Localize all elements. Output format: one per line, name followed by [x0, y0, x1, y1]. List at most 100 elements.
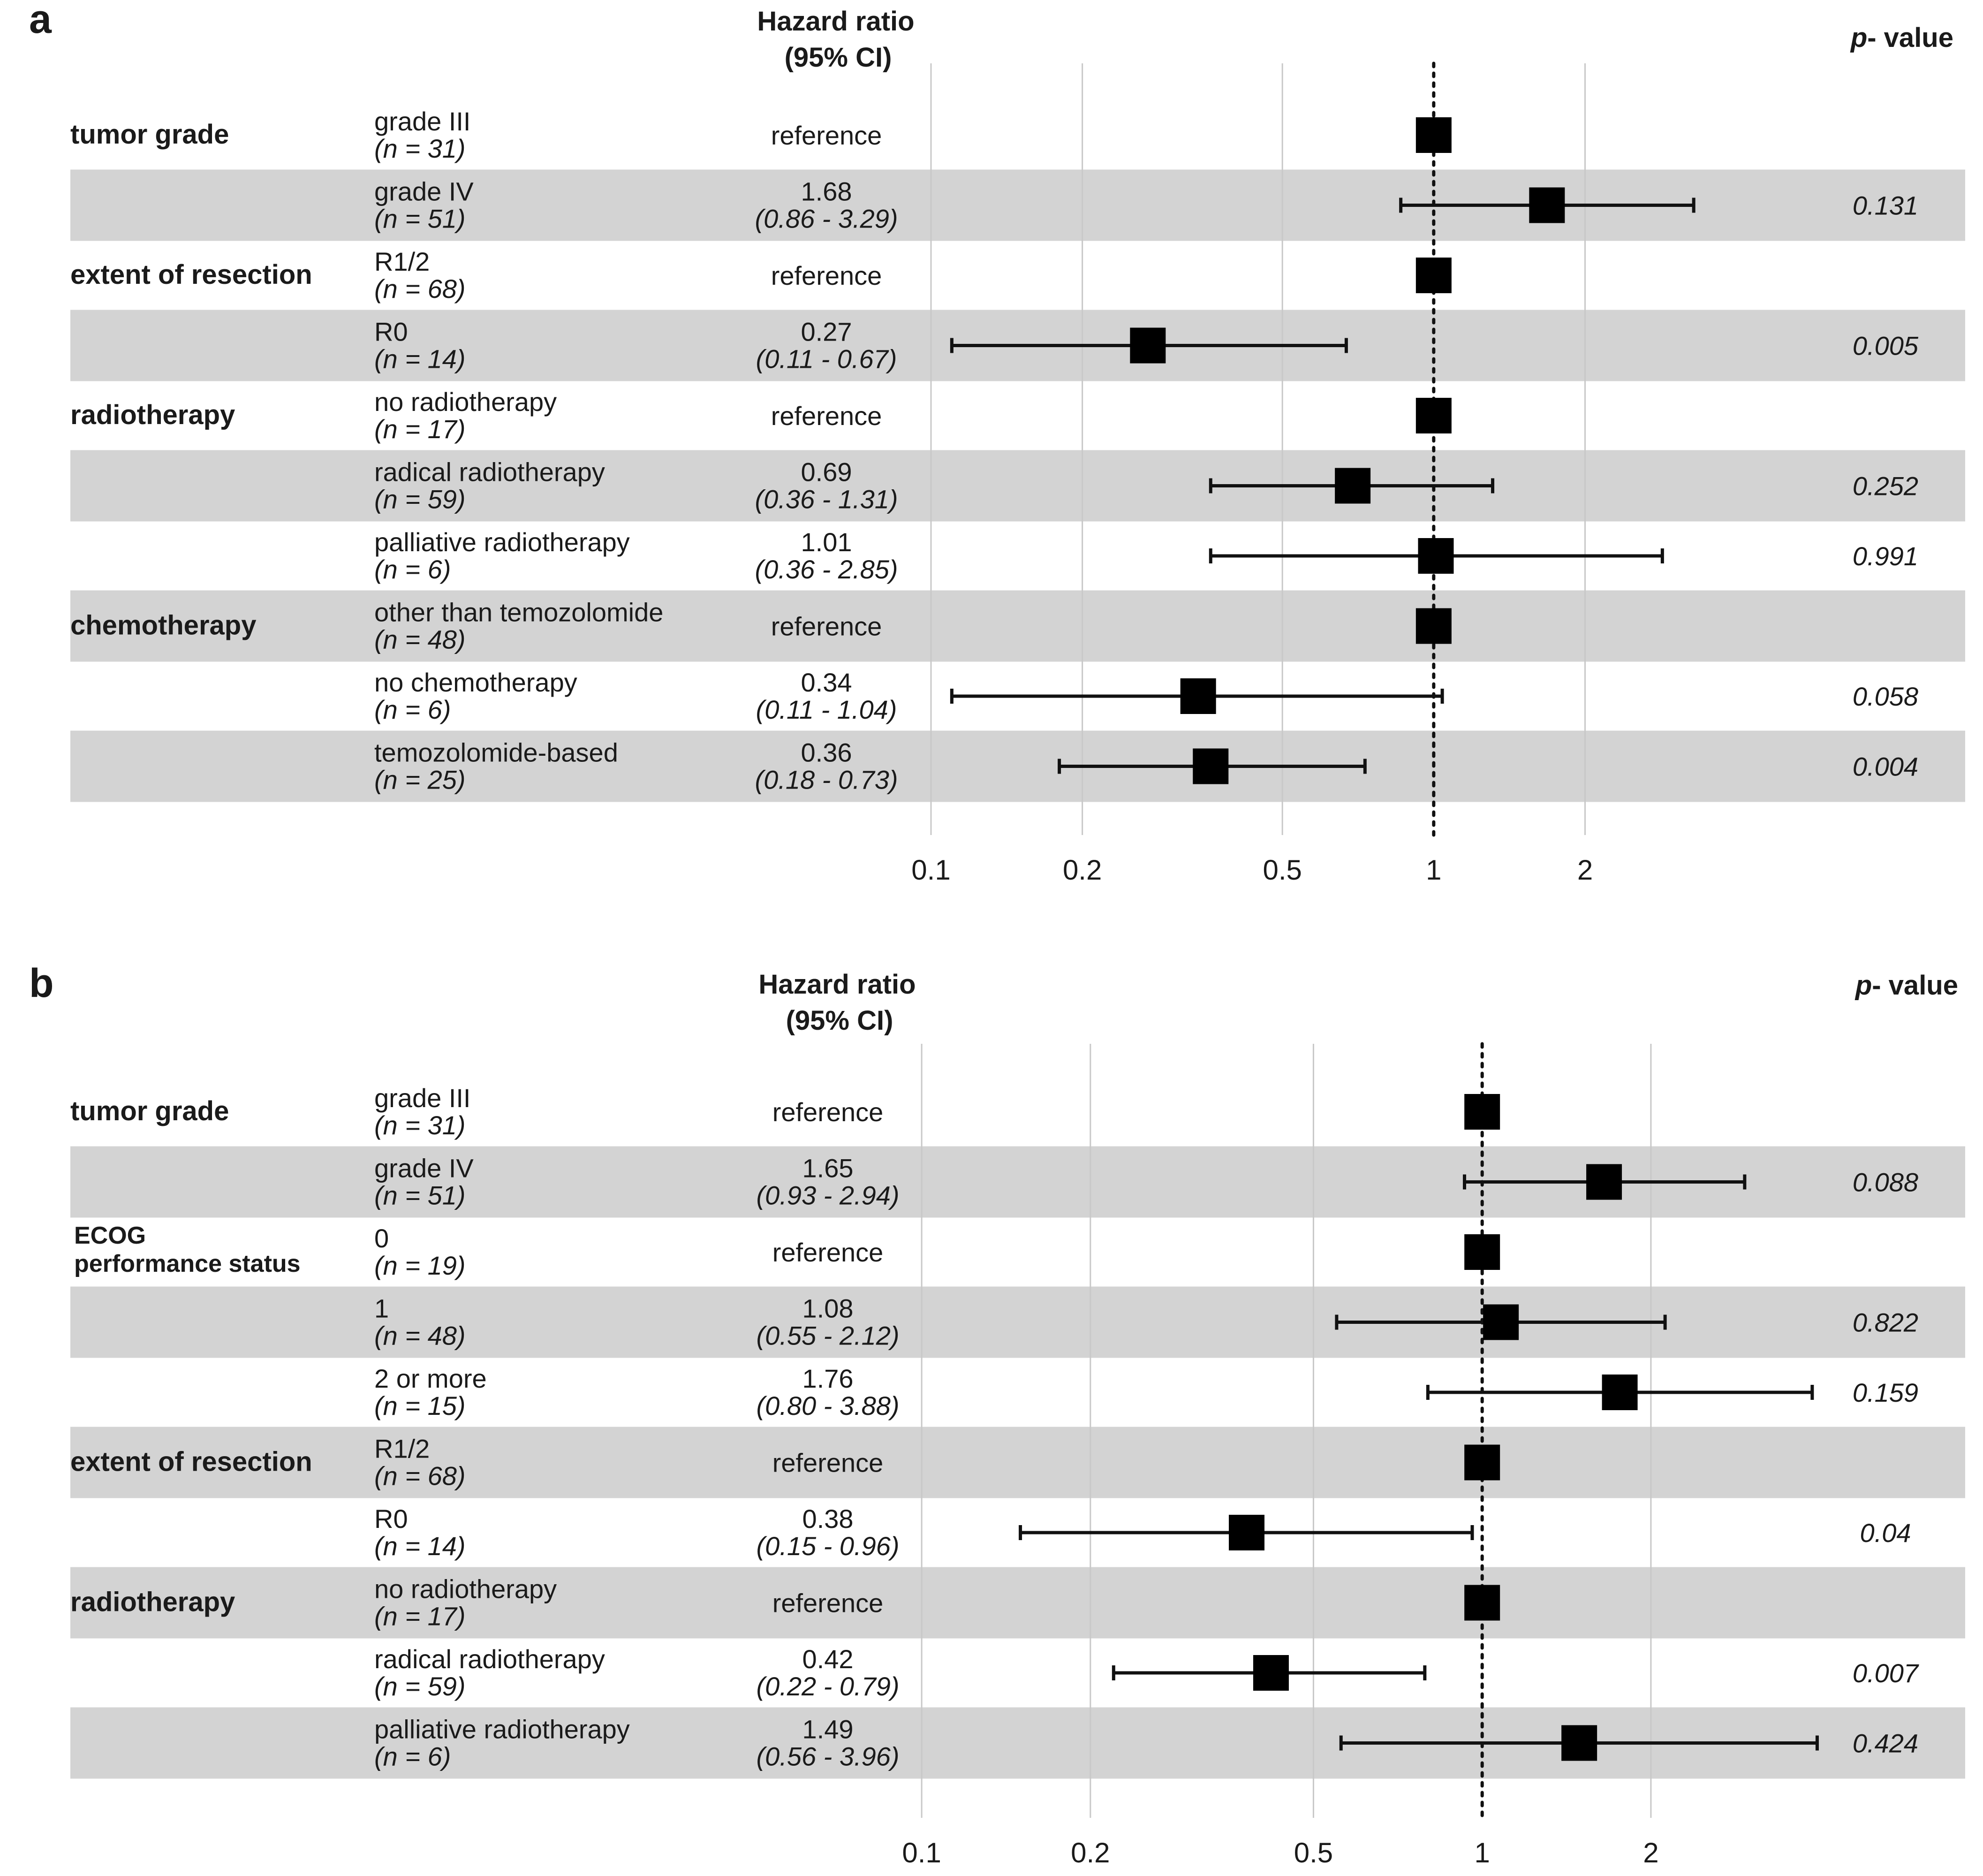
sample-size-label: (n = 68): [374, 1461, 466, 1491]
hazard-ratio-value: 1.01: [801, 527, 852, 557]
sample-size-label: (n = 6): [374, 695, 451, 724]
p-value: 0.991: [1853, 541, 1918, 571]
group-label: radiotherapy: [70, 400, 235, 430]
level-label: palliative radiotherapy: [374, 527, 630, 557]
confidence-interval-label: (0.56 - 3.96): [756, 1742, 899, 1771]
p-value: 0.088: [1853, 1168, 1918, 1197]
hazard-ratio-marker: [1418, 538, 1454, 574]
confidence-interval-label: (0.15 - 0.96): [756, 1531, 899, 1561]
level-label: other than temozolomide: [374, 598, 663, 627]
level-label: 0: [374, 1223, 389, 1253]
group-label: tumor grade: [70, 119, 229, 150]
sample-size-label: (n = 31): [374, 1110, 466, 1140]
x-tick-label: 2: [1577, 854, 1593, 886]
level-label: radical radiotherapy: [374, 457, 605, 487]
hr-header-ci: (95% CI): [785, 42, 892, 73]
reference-label: reference: [771, 121, 882, 150]
level-label: R0: [374, 317, 408, 347]
x-tick-label: 0.1: [902, 1837, 941, 1868]
group-label: extent of resection: [70, 1447, 312, 1477]
hazard-ratio-marker: [1335, 468, 1371, 504]
sample-size-label: (n = 17): [374, 414, 466, 444]
level-label: no radiotherapy: [374, 1574, 557, 1604]
level-label: no radiotherapy: [374, 387, 557, 417]
confidence-interval-label: (0.11 - 1.04): [756, 695, 897, 724]
confidence-interval-label: (0.18 - 0.73): [755, 765, 898, 795]
x-tick-label: 2: [1643, 1837, 1658, 1868]
group-label: ECOG: [74, 1222, 146, 1249]
sample-size-label: (n = 15): [374, 1391, 466, 1420]
p-value-header-p: p: [1850, 23, 1867, 53]
p-value: 0.04: [1860, 1518, 1911, 1548]
hazard-ratio-marker: [1464, 1585, 1500, 1621]
hazard-ratio-marker: [1130, 327, 1166, 364]
hazard-ratio-marker: [1561, 1725, 1597, 1761]
level-label: grade IV: [374, 1154, 474, 1183]
p-value-header-p: p: [1854, 970, 1872, 1001]
p-value: 0.131: [1853, 191, 1918, 220]
level-label: grade III: [374, 1083, 470, 1113]
row-band: [70, 590, 1965, 662]
hazard-ratio-value: 1.76: [802, 1364, 854, 1393]
x-tick-label: 0.5: [1263, 854, 1302, 886]
hazard-ratio-marker: [1464, 1234, 1500, 1270]
p-value: 0.252: [1853, 471, 1918, 501]
hr-header-ci: (95% CI): [786, 1005, 893, 1036]
p-value: 0.159: [1853, 1378, 1918, 1407]
sample-size-label: (n = 51): [374, 204, 466, 234]
row-band: [70, 1286, 1965, 1358]
sample-size-label: (n = 59): [374, 485, 466, 514]
confidence-interval-label: (0.36 - 1.31): [755, 485, 898, 514]
sample-size-label: (n = 31): [374, 134, 466, 163]
reference-label: reference: [771, 261, 882, 290]
hazard-ratio-value: 1.49: [802, 1715, 854, 1744]
row-band: [70, 450, 1965, 522]
hazard-ratio-value: 0.36: [801, 738, 852, 767]
sample-size-label: (n = 6): [374, 554, 451, 584]
sample-size-label: (n = 68): [374, 274, 466, 304]
p-value-header-suffix: - value: [1872, 970, 1958, 1001]
hazard-ratio-marker: [1415, 608, 1452, 644]
x-tick-label: 0.2: [1063, 854, 1102, 886]
hazard-ratio-marker: [1415, 258, 1452, 293]
level-label: no chemotherapy: [374, 668, 577, 697]
reference-label: reference: [772, 1448, 884, 1478]
hazard-ratio-value: 0.27: [801, 317, 852, 347]
reference-label: reference: [772, 1588, 884, 1618]
sample-size-label: (n = 17): [374, 1602, 466, 1631]
hr-header: Hazard ratio: [757, 6, 914, 37]
confidence-interval-label: (0.36 - 2.85): [755, 554, 898, 584]
level-label: 2 or more: [374, 1364, 487, 1393]
panel-a: a Hazard ratio (95% CI) p- value tumor grade…: [29, 0, 1965, 886]
sample-size-label: (n = 25): [374, 765, 466, 795]
group-label: tumor grade: [70, 1096, 229, 1126]
sample-size-label: (n = 48): [374, 1321, 466, 1351]
confidence-interval-label: (0.55 - 2.12): [756, 1321, 899, 1351]
level-label: 1: [374, 1294, 389, 1323]
hr-header: Hazard ratio: [758, 969, 916, 1000]
row-band: [70, 1427, 1965, 1498]
x-tick-label: 0.5: [1294, 1837, 1333, 1868]
hazard-ratio-marker: [1586, 1164, 1622, 1200]
hazard-ratio-marker: [1193, 748, 1229, 784]
x-tick-label: 1: [1474, 1837, 1490, 1868]
p-value: 0.004: [1853, 752, 1918, 782]
level-label: R1/2: [374, 1434, 430, 1464]
group-label: radiotherapy: [70, 1587, 235, 1618]
confidence-interval-label: (0.86 - 3.29): [755, 204, 898, 234]
confidence-interval-label: (0.80 - 3.88): [756, 1391, 899, 1420]
row-band: [70, 730, 1965, 802]
hazard-ratio-marker: [1529, 187, 1565, 223]
level-label: grade IV: [374, 177, 474, 206]
hazard-ratio-value: 1.08: [802, 1294, 854, 1323]
group-label: chemotherapy: [70, 610, 256, 641]
hazard-ratio-value: 0.42: [802, 1644, 854, 1674]
reference-label: reference: [771, 612, 882, 641]
hazard-ratio-value: 1.65: [802, 1154, 854, 1183]
confidence-interval-label: (0.93 - 2.94): [756, 1181, 899, 1210]
hazard-ratio-marker: [1415, 117, 1452, 153]
level-label: R0: [374, 1504, 408, 1534]
hazard-ratio-marker: [1483, 1304, 1519, 1340]
x-tick-label: 0.2: [1071, 1837, 1110, 1868]
sample-size-label: (n = 51): [374, 1181, 466, 1210]
